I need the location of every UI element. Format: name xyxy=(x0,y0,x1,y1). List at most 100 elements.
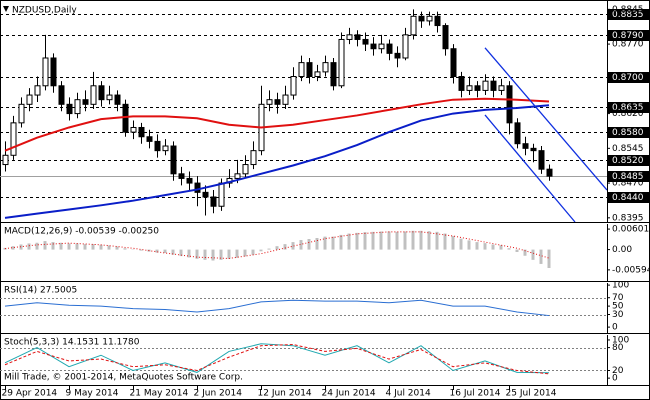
histogram-bar xyxy=(499,245,503,250)
candle-body xyxy=(394,52,401,59)
histogram-bar xyxy=(115,246,119,250)
y-tick-label: -0.00594 xyxy=(612,265,650,275)
y-tick-label: 100 xyxy=(612,335,629,345)
histogram-bar xyxy=(387,231,391,250)
candle-body xyxy=(162,145,169,152)
histogram-bar xyxy=(51,242,55,250)
candle-body xyxy=(522,143,529,149)
x-tick-label: 4 Jul 2014 xyxy=(386,389,431,399)
histogram-bar xyxy=(459,238,463,250)
histogram-bar xyxy=(339,234,343,250)
candle-body xyxy=(2,154,9,166)
candle-body xyxy=(202,191,209,198)
candle-body xyxy=(34,85,41,96)
panel-label: Stoch(5,3,3) 14.1531 11.1780 xyxy=(4,338,140,348)
y-tick-label: 0.00 xyxy=(612,245,632,255)
level-box xyxy=(608,9,650,20)
level-label: 0.8835 xyxy=(612,10,644,20)
histogram-bar xyxy=(531,249,535,260)
histogram-bar xyxy=(547,249,551,268)
candle-body xyxy=(218,182,225,207)
histogram-bar xyxy=(395,231,399,250)
candle-body xyxy=(450,48,457,78)
indicator-line xyxy=(4,231,550,259)
title-icon xyxy=(3,6,9,12)
histogram-bar xyxy=(259,249,263,252)
x-tick-label: 21 May 2014 xyxy=(130,389,189,399)
histogram-bar xyxy=(11,246,15,250)
histogram-bar xyxy=(355,232,359,250)
candle-body xyxy=(530,147,537,152)
candle-body xyxy=(242,164,249,175)
candle-body xyxy=(274,99,281,105)
indicator-line xyxy=(4,299,550,317)
histogram-bar xyxy=(379,231,383,250)
level-label: 0.8635 xyxy=(612,103,644,113)
candle-body xyxy=(314,71,321,78)
histogram-bar xyxy=(443,233,447,250)
y-tick-label: 0 xyxy=(612,323,618,333)
x-tick-label: 12 Jun 2014 xyxy=(258,389,312,399)
candle-body xyxy=(330,62,337,87)
histogram-bar xyxy=(435,231,439,250)
candle-body xyxy=(386,43,393,54)
level-box xyxy=(608,155,650,166)
histogram-bar xyxy=(283,244,287,250)
x-tick-label: 2 Jun 2014 xyxy=(194,389,243,399)
candle-body xyxy=(418,15,425,22)
candle-body xyxy=(346,34,353,40)
candle-body xyxy=(82,99,89,105)
candle-body xyxy=(298,62,305,78)
candle-body xyxy=(114,94,121,105)
candle-body xyxy=(170,145,177,175)
histogram-bar xyxy=(139,249,143,251)
candle-body xyxy=(306,62,313,78)
histogram-bar xyxy=(155,249,159,253)
histogram-bar xyxy=(403,231,407,250)
indicator-line xyxy=(484,114,576,223)
indicator-line xyxy=(4,344,550,375)
level-label: 0.8700 xyxy=(612,73,644,83)
level-box xyxy=(608,30,650,41)
x-tick-label: 9 May 2014 xyxy=(66,389,119,399)
histogram-bar xyxy=(27,243,31,250)
candle-body xyxy=(282,94,289,105)
x-tick-label: 25 Jul 2014 xyxy=(506,389,557,399)
candle-body xyxy=(26,94,33,105)
candle-body xyxy=(402,34,409,59)
candle-body xyxy=(194,182,201,193)
level-box xyxy=(608,192,650,203)
y-tick-label: 0 xyxy=(612,374,618,384)
candle-body xyxy=(42,57,49,87)
histogram-bar xyxy=(235,249,239,258)
y-tick-label: 0.00601 xyxy=(612,225,649,235)
candle-body xyxy=(146,136,153,142)
histogram-bar xyxy=(123,248,127,250)
histogram-bar xyxy=(179,249,183,257)
histogram-bar xyxy=(91,244,95,250)
histogram-bar xyxy=(323,236,327,250)
chart-title: NZDUSD,Daily xyxy=(12,6,77,16)
x-tick-label: 24 Jun 2014 xyxy=(322,389,376,399)
histogram-bar xyxy=(3,247,7,250)
candle-body xyxy=(186,177,193,184)
candle-body xyxy=(74,99,81,115)
y-tick-label: 0.8770 xyxy=(612,40,644,50)
candle-body xyxy=(90,85,97,105)
candle-body xyxy=(138,126,145,138)
candle-body xyxy=(378,43,385,50)
histogram-bar xyxy=(523,249,527,256)
histogram-bar xyxy=(515,249,519,252)
level-box xyxy=(608,102,650,113)
histogram-bar xyxy=(315,237,319,250)
last-price-box xyxy=(608,171,650,182)
histogram-bar xyxy=(75,243,79,250)
histogram-bar xyxy=(291,242,295,250)
histogram-bar xyxy=(227,249,231,259)
y-tick-label: 20 xyxy=(612,366,624,376)
histogram-bar xyxy=(483,243,487,250)
candle-body xyxy=(10,122,17,156)
candle-body xyxy=(178,173,185,179)
candle-body xyxy=(490,80,497,91)
